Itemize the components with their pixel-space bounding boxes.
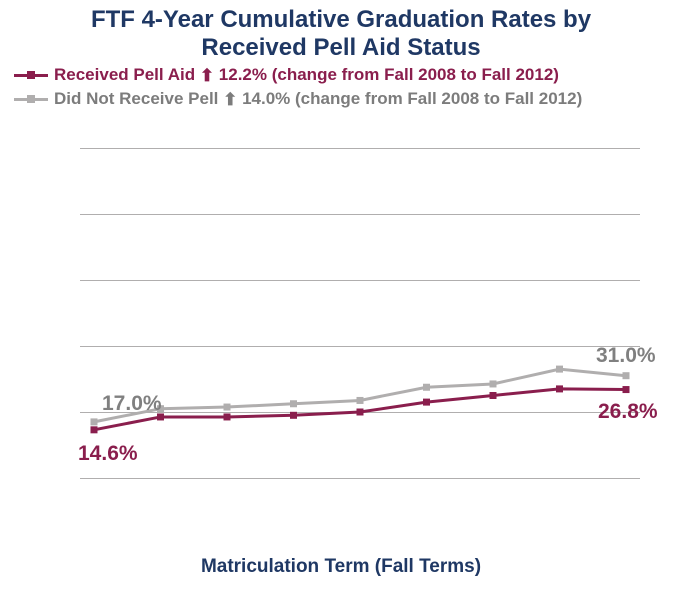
legend-item-did-not-receive-pell: Did Not Receive Pell ⬆ 14.0% (change fro…	[14, 89, 682, 109]
legend: Received Pell Aid ⬆ 12.2% (change from F…	[0, 61, 682, 109]
title-line-2: Received Pell Aid Status	[0, 34, 682, 62]
series-marker-pell	[157, 413, 164, 420]
up-arrow-icon: ⬆	[223, 90, 237, 110]
series-marker-pell	[423, 399, 430, 406]
legend-item-received-pell-aid: Received Pell Aid ⬆ 12.2% (change from F…	[14, 65, 682, 85]
legend-text: Received Pell Aid ⬆ 12.2% (change from F…	[54, 65, 559, 85]
legend-text: Did Not Receive Pell ⬆ 14.0% (change fro…	[54, 89, 582, 109]
series-marker-no-pell	[357, 397, 364, 404]
series-marker-pell	[357, 409, 364, 416]
series-marker-no-pell	[290, 400, 297, 407]
series-marker-no-pell	[623, 372, 630, 379]
x-axis-label: Matriculation Term (Fall Terms)	[0, 556, 682, 578]
series-marker-pell	[91, 426, 98, 433]
gridline	[80, 478, 640, 479]
line-chart-svg	[80, 148, 640, 478]
series-marker-pell	[490, 392, 497, 399]
series-marker-no-pell	[91, 418, 98, 425]
series-marker-no-pell	[490, 380, 497, 387]
chart-area: 17.0%31.0%14.6%26.8%	[80, 148, 640, 478]
series-marker-no-pell	[157, 405, 164, 412]
series-marker-no-pell	[556, 366, 563, 373]
chart-title: FTF 4-Year Cumulative Graduation Rates b…	[0, 0, 682, 61]
up-arrow-icon: ⬆	[200, 66, 214, 86]
series-marker-no-pell	[423, 384, 430, 391]
series-marker-pell	[290, 412, 297, 419]
plot: 17.0%31.0%14.6%26.8%	[80, 148, 640, 478]
series-marker-pell	[556, 385, 563, 392]
series-marker-pell	[623, 386, 630, 393]
series-marker-pell	[224, 413, 231, 420]
title-line-1: FTF 4-Year Cumulative Graduation Rates b…	[0, 6, 682, 34]
series-marker-no-pell	[224, 404, 231, 411]
